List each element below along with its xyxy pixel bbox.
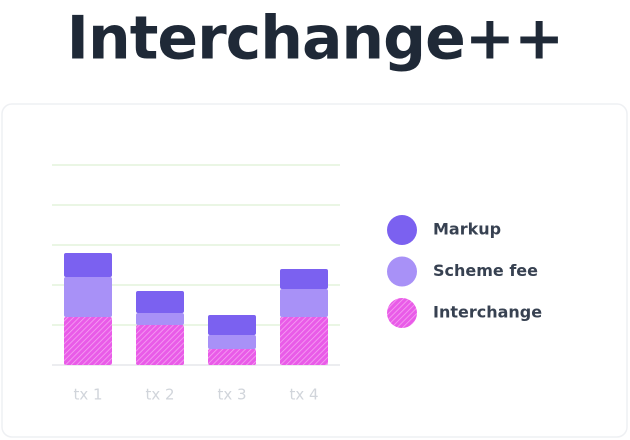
bar-segment xyxy=(208,315,256,335)
bar-segment xyxy=(280,317,328,365)
bar-segment xyxy=(208,349,256,365)
bar-segment xyxy=(208,335,256,349)
x-tick-label: tx 1 xyxy=(73,386,102,404)
bar-segment xyxy=(64,253,112,277)
bar-segment xyxy=(64,277,112,317)
x-tick-label: tx 2 xyxy=(145,386,174,404)
chart-title: Interchange++ xyxy=(67,4,564,74)
bar-segment xyxy=(136,313,184,325)
bar-segment xyxy=(136,291,184,313)
bar-segment xyxy=(280,269,328,289)
legend-label: Interchange xyxy=(433,303,542,322)
legend-label: Markup xyxy=(433,220,501,239)
bar-segment xyxy=(64,317,112,365)
x-tick-label: tx 3 xyxy=(217,386,246,404)
legend-swatch xyxy=(387,215,417,245)
x-tick-label: tx 4 xyxy=(289,386,318,404)
bar-segment xyxy=(136,325,184,365)
legend-label: Scheme fee xyxy=(433,261,538,280)
legend-swatch xyxy=(387,256,417,287)
legend-swatch xyxy=(387,298,417,328)
bar-segment xyxy=(280,289,328,317)
